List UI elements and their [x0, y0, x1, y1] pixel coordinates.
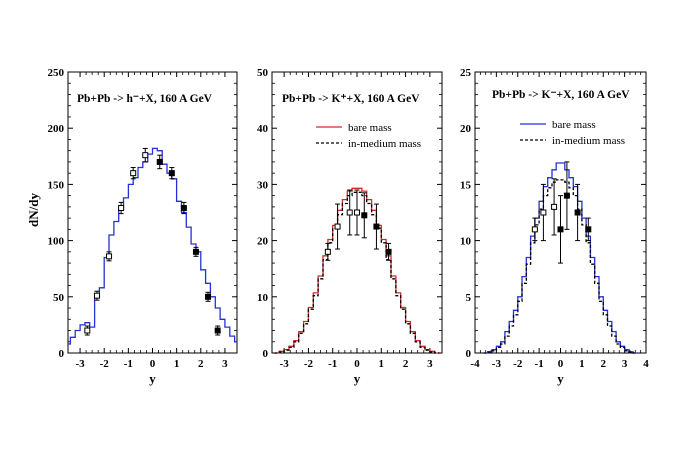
data-point-filled	[563, 192, 570, 199]
data-point-open	[84, 327, 91, 334]
x-axis-title: y	[149, 371, 156, 386]
y-axis-title: dN/dy	[26, 193, 41, 227]
series-line-in-medium-mass	[483, 179, 638, 354]
data-point-filled	[214, 327, 221, 334]
data-point-open	[551, 203, 558, 210]
y-tick-label: 50	[53, 292, 65, 304]
y-tick-label: 200	[48, 123, 65, 135]
x-tick-label: 1	[379, 358, 385, 370]
series-line-hist	[68, 147, 237, 345]
plot-frame	[67, 71, 238, 354]
x-tick-label: 0	[354, 358, 360, 370]
x-tick-label: -3	[492, 358, 502, 370]
x-tick-label: -4	[470, 358, 480, 370]
data-point-open	[531, 226, 538, 233]
panel-title: Pb+Pb -> K⁻+X, 160 A GeV	[492, 89, 630, 101]
x-tick-label: -2	[100, 358, 110, 370]
y-tick-label: 20	[460, 123, 472, 135]
data-point-filled	[192, 248, 199, 255]
y-tick-label: 10	[257, 292, 269, 304]
x-tick-label: -2	[513, 358, 523, 370]
y-tick-label: 30	[257, 179, 269, 191]
data-point-filled	[156, 158, 163, 165]
y-tick-label: 0	[59, 348, 65, 360]
y-tick-label: 0	[466, 348, 472, 360]
y-tick-label: 0	[263, 348, 269, 360]
x-tick-label: 3	[222, 358, 228, 370]
x-tick-label: 0	[150, 358, 156, 370]
data-point-filled	[585, 226, 592, 233]
data-point-filled	[373, 223, 380, 230]
legend-label: in-medium mass	[552, 135, 625, 147]
legend-label: bare mass	[348, 122, 392, 134]
data-point-filled	[168, 170, 175, 177]
y-tick-label: 150	[48, 179, 65, 191]
x-tick-label: -1	[124, 358, 133, 370]
legend-label: bare mass	[552, 119, 596, 131]
data-point-open	[354, 209, 360, 216]
x-axis-title: y	[557, 371, 564, 386]
panel-k-minus: 0 5 10 15 20 25 -4 -3 -2 -1 0 1 2 3 4 y Pb+Pb -> K⁻+X, 1…	[460, 67, 649, 386]
x-tick-label: 0	[558, 358, 564, 370]
x-tick-label: 4	[643, 358, 649, 370]
panel-h-minus: 0 50 100 150 200 250 -3 -2 -1 0 1 2 3 y Pb+Pb -> h⁻+X,…	[48, 67, 238, 386]
x-tick-label: 1	[174, 358, 180, 370]
y-tick-label: 100	[48, 236, 65, 248]
data-point-open	[346, 209, 353, 216]
x-tick-label: 3	[427, 358, 433, 370]
x-tick-label: -1	[535, 358, 544, 370]
x-tick-label: -2	[304, 358, 314, 370]
data-point-open	[130, 170, 137, 177]
series-line-bare-mass	[483, 162, 638, 354]
data-point-filled	[557, 226, 564, 233]
x-tick-label: 2	[403, 358, 409, 370]
y-tick-label: 20	[257, 236, 269, 248]
data-point-open	[324, 248, 331, 255]
series-line-in-medium-mass	[274, 191, 440, 354]
data-point-filled	[180, 205, 187, 212]
y-tick-label: 15	[460, 179, 472, 191]
x-tick-label: -1	[328, 358, 337, 370]
data-point-filled	[385, 248, 392, 255]
x-tick-label: 2	[198, 358, 204, 370]
y-tick-label: 250	[48, 67, 65, 79]
data-point-open	[93, 292, 100, 299]
legend-label: in-medium mass	[348, 138, 421, 150]
panel-title: Pb+Pb -> K⁺+X, 160 A GeV	[282, 93, 420, 105]
x-axis-title: y	[354, 371, 361, 386]
data-point-open	[142, 152, 149, 159]
x-tick-label: -3	[75, 358, 85, 370]
x-tick-label: 1	[579, 358, 585, 370]
y-tick-label: 50	[257, 67, 269, 79]
data-point-filled	[205, 293, 212, 300]
data-point-filled	[574, 209, 581, 216]
data-point-open	[118, 205, 125, 212]
data-point-open	[334, 223, 341, 230]
data-point-open	[106, 253, 113, 260]
x-tick-label: 2	[601, 358, 607, 370]
data-point-filled	[361, 212, 368, 219]
y-tick-label: 10	[460, 236, 472, 248]
panel-k-plus: 0 10 20 30 40 50 -3 -2 -1 0 1 2 3 y Pb+Pb -> K⁺+X, 160…	[257, 67, 443, 386]
y-tick-label: 5	[466, 292, 472, 304]
x-tick-label: -3	[280, 358, 290, 370]
data-point-open	[540, 209, 547, 216]
y-tick-label: 40	[257, 123, 269, 135]
x-tick-label: 3	[622, 358, 628, 370]
panel-title: Pb+Pb -> h⁻+X, 160 A GeV	[77, 93, 213, 105]
y-tick-label: 25	[460, 67, 472, 79]
